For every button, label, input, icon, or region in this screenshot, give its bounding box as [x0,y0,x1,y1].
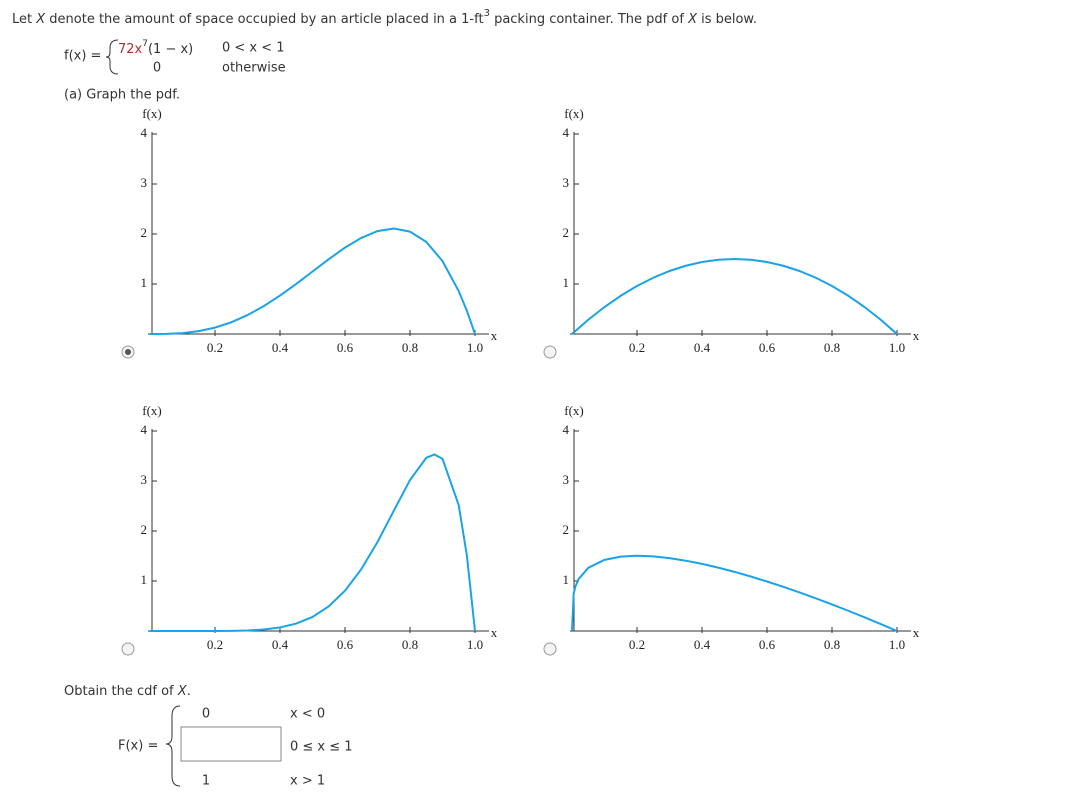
y-tick-label: 4 [141,422,148,437]
x-tick-label: 1.0 [467,340,483,355]
y-tick-label: 3 [563,175,570,190]
pdf-curve [149,227,476,335]
y-tick-label: 1 [141,572,148,587]
pdf-rest: (1 − x) [148,42,193,57]
x-tick-label: 0.8 [824,637,840,652]
y-axis-label: f(x) [142,106,162,121]
x-tick-label: 0.6 [759,637,776,652]
x-tick-label: 0.4 [272,637,289,652]
y-tick-label: 4 [563,422,570,437]
x-tick-label: 0.4 [694,340,711,355]
pdf-curve [571,554,898,632]
y-tick-label: 2 [141,225,148,240]
y-axis-label: f(x) [564,106,584,121]
y-tick-label: 1 [563,275,570,290]
y-tick-label: 2 [141,522,148,537]
pdf-case1-expr: 72x7(1 − x) [118,39,193,57]
x-tick-label: 0.8 [824,340,840,355]
x-tick-label: 0.6 [337,637,354,652]
intro-text: packing container. The pdf of [490,12,688,27]
cdf-case1-expr: 0 [202,707,210,722]
x-tick-label: 0.2 [629,340,645,355]
x-tick-label: 1.0 [889,637,905,652]
pdf-case2-expr: 0 [153,61,161,76]
prompt-var: X [177,684,188,699]
x-tick-label: 0.4 [694,637,711,652]
x-tick-label: 0.2 [207,340,223,355]
x-tick-label: 0.2 [207,637,223,652]
prompt-text: Obtain the cdf of [64,684,178,699]
cdf-case1-cond: x < 0 [290,707,325,722]
y-axis-label: f(x) [564,403,584,418]
cdf-lhs: F(x) = [118,739,158,754]
x-axis-label: x [913,625,920,640]
x-axis-label: x [913,328,920,343]
x-tick-label: 1.0 [889,340,905,355]
brace [105,39,119,75]
radio-button[interactable] [543,345,557,359]
cdf-case3-expr: 1 [202,774,210,789]
x-tick-label: 0.4 [272,340,289,355]
radio-button[interactable] [543,642,557,656]
y-tick-label: 2 [563,522,570,537]
pdf-exp: 7 [142,39,148,49]
radio-button[interactable] [121,642,135,656]
part-b-prompt: Obtain the cdf of X. [64,684,191,699]
prompt-text: . [187,684,191,699]
cdf-case3-cond: x > 1 [290,774,325,789]
y-tick-label: 1 [141,275,148,290]
y-tick-label: 4 [563,125,570,140]
y-tick-label: 3 [141,472,148,487]
pdf-curve [571,257,898,335]
radio-dot [125,349,131,355]
intro-var: X [35,12,46,27]
x-tick-label: 0.8 [402,340,418,355]
x-tick-label: 1.0 [467,637,483,652]
pdf-curve [150,453,476,632]
pdf-lhs: f(x) = [64,49,101,64]
x-axis-label: x [491,625,498,640]
pdf-case2-cond: otherwise [222,61,286,76]
brace [165,705,181,787]
x-tick-label: 0.8 [402,637,418,652]
intro-text: is below. [697,12,757,27]
cdf-case2-cond: 0 ≤ x ≤ 1 [290,740,353,755]
intro-text: Let [12,12,36,27]
y-axis-label: f(x) [142,403,162,418]
y-tick-label: 3 [141,175,148,190]
y-tick-label: 1 [563,572,570,587]
y-tick-label: 2 [563,225,570,240]
pdf-base: 72x [118,42,143,57]
intro: Let X denote the amount of space occupie… [12,8,757,27]
intro-var: X [687,12,698,27]
intro-sup: 3 [484,8,490,19]
x-tick-label: 0.2 [629,637,645,652]
x-axis-label: x [491,328,498,343]
intro-text: denote the amount of space occupied by a… [45,12,483,27]
y-tick-label: 3 [563,472,570,487]
y-tick-label: 4 [141,125,148,140]
part-a: (a) Graph the pdf. [64,88,180,103]
cdf-input[interactable] [180,726,282,762]
x-tick-label: 0.6 [759,340,776,355]
x-tick-label: 0.6 [337,340,354,355]
pdf-case1-cond: 0 < x < 1 [222,41,285,56]
